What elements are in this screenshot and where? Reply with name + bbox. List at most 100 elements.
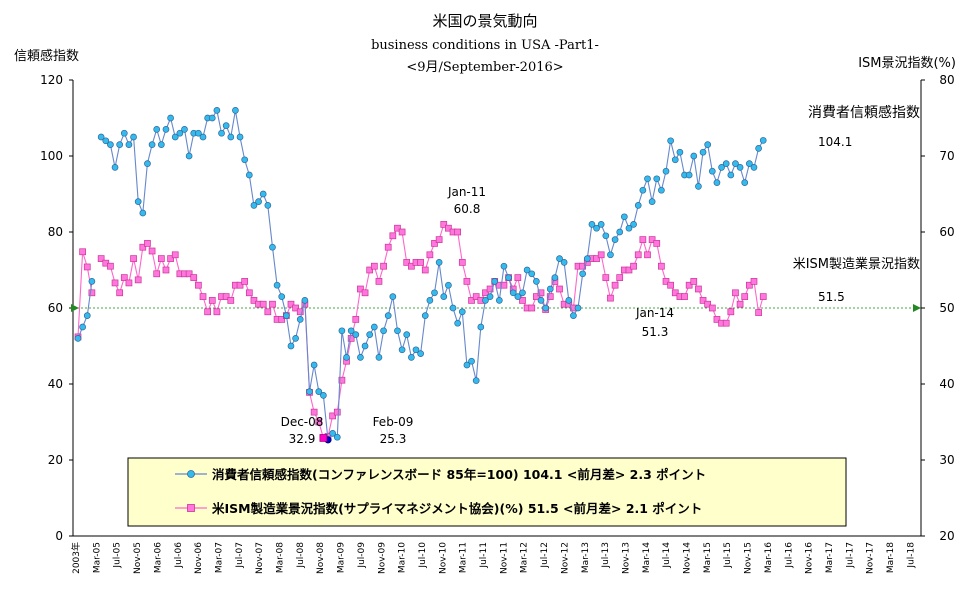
y-left-tick-label: 20 (48, 453, 63, 467)
ism-point (287, 300, 295, 308)
consumer-confidence-point (116, 141, 124, 148)
x-tick-label: Nov-17 (866, 542, 876, 574)
y-right-tick-label: 80 (939, 73, 954, 87)
x-tick-label: Jul-07 (235, 542, 245, 569)
ism-point (611, 281, 619, 289)
consumer-confidence-point (236, 133, 244, 141)
consumer-confidence-point (750, 164, 758, 171)
annotation-dec-08-label: Dec-08 (281, 415, 324, 429)
ism-point (704, 300, 712, 308)
y-right-tick-label: 50 (939, 301, 954, 315)
ism-point (537, 289, 545, 297)
consumer-confidence-point (500, 262, 508, 270)
ism-point (278, 316, 286, 323)
consumer-confidence-point (171, 133, 179, 141)
ism-point (259, 300, 267, 308)
ism-point (745, 281, 753, 289)
legend-box (127, 457, 847, 527)
consumer-confidence-point (607, 251, 614, 259)
consumer-confidence-point (454, 319, 462, 327)
consumer-confidence-point (403, 331, 411, 338)
reference-marker-right (913, 304, 921, 312)
consumer-confidence-point (570, 312, 577, 319)
consumer-confidence-point (408, 354, 415, 361)
x-tick-label: Mar-15 (703, 542, 713, 573)
consumer-confidence-point (181, 126, 188, 133)
annotation-dec-08: Dec-08 32.9 (281, 415, 324, 446)
x-tick-label: Nov-12 (560, 542, 570, 574)
consumer-confidence-point (495, 297, 503, 304)
consumer-confidence-point (583, 255, 591, 262)
x-tick-label: Nov-15 (744, 542, 754, 574)
consumer-confidence-point (602, 232, 610, 240)
consumer-confidence-point (366, 331, 374, 338)
ism-point (296, 308, 304, 316)
consumer-confidence-point (120, 129, 128, 137)
consumer-confidence-point (491, 278, 499, 285)
ism-point (713, 316, 721, 323)
ism-point (144, 240, 151, 247)
ism-point (463, 278, 471, 285)
consumer-confidence-point (676, 148, 684, 156)
consumer-confidence-point (435, 259, 443, 266)
x-tick-label: Nov-08 (316, 542, 326, 574)
ism-point (514, 274, 522, 281)
consumer-confidence-point (125, 141, 133, 148)
ism-point (153, 270, 161, 278)
ism-point (533, 293, 540, 300)
ism-point (727, 308, 735, 316)
ism-point (125, 279, 133, 287)
consumer-confidence-point (338, 327, 346, 335)
consumer-confidence-point (232, 107, 239, 114)
consumer-confidence-point (560, 259, 568, 266)
ism-point (171, 251, 179, 259)
consumer-confidence-point (722, 160, 730, 167)
consumer-confidence-point (111, 164, 119, 171)
consumer-confidence-point (704, 141, 712, 148)
consumer-confidence-point (250, 202, 258, 209)
ism-point (148, 247, 156, 255)
ism-point (329, 412, 336, 420)
ism-point (653, 240, 661, 247)
consumer-confidence-point (708, 167, 716, 175)
x-tick-label: Nov-10 (438, 542, 448, 574)
consumer-confidence-point (287, 342, 295, 350)
ism-point (245, 289, 253, 297)
ism-point (421, 266, 429, 274)
x-tick-label: Jul-05 (113, 542, 123, 569)
x-tick-label: Jul-16 (784, 542, 794, 569)
ism-point (347, 335, 355, 342)
x-tick-label: Mar-14 (642, 542, 652, 573)
ism-point (658, 262, 665, 270)
consumer-confidence-point (412, 346, 420, 354)
x-tick-label: Nov-09 (377, 542, 387, 574)
consumer-confidence-point (79, 323, 86, 331)
consumer-confidence-point (685, 171, 693, 179)
consumer-confidence-point (431, 289, 438, 297)
ism-point (579, 262, 587, 270)
consumer-confidence-point (671, 156, 679, 164)
ism-point (602, 274, 610, 281)
consumer-confidence-point (630, 221, 637, 228)
ism-point (398, 228, 406, 236)
ism-point (292, 304, 299, 312)
consumer-confidence-point (440, 293, 448, 300)
ism-point (361, 289, 369, 297)
consumer-confidence-point (588, 221, 596, 228)
y-left-tick-label: 40 (48, 377, 63, 391)
ism-point (352, 316, 360, 323)
ism-point (370, 262, 378, 270)
consumer-confidence-point (574, 304, 582, 312)
annotation-dec-08-value: 32.9 (289, 432, 316, 446)
consumer-confidence-point (352, 331, 360, 338)
consumer-confidence-point (389, 293, 397, 300)
ism-point (130, 255, 137, 262)
x-tick-label: Jul-09 (357, 542, 367, 569)
consumer-confidence-point (88, 278, 96, 285)
ism-point (667, 281, 674, 289)
consumer-confidence-series-label: 消費者信頼感指数 (808, 104, 920, 121)
consumer-confidence-point (398, 346, 406, 354)
consumer-confidence-point (144, 160, 151, 167)
y-left-tick-label: 60 (48, 301, 63, 315)
consumer-confidence-point (449, 304, 457, 312)
